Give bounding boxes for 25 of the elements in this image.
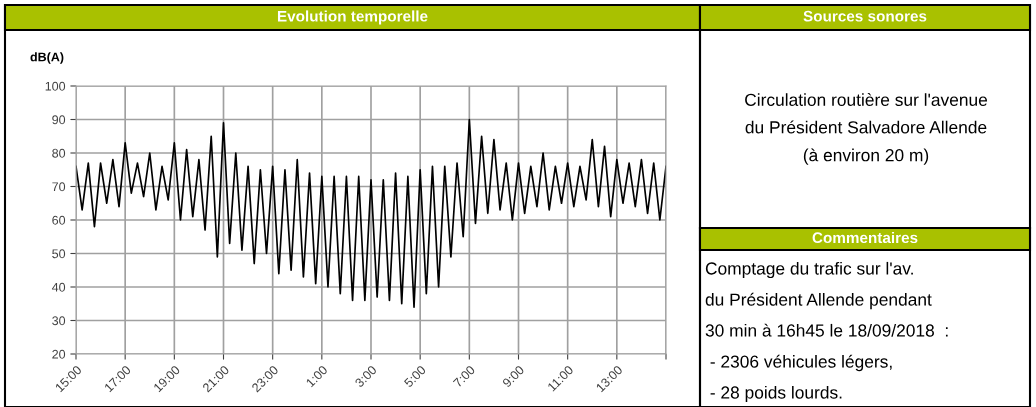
- chart-title: Evolution temporelle: [277, 10, 428, 25]
- x-tick-label: 3:00: [354, 364, 378, 388]
- x-tick-label: 9:00: [501, 364, 525, 388]
- x-tick-label: 7:00: [452, 364, 476, 388]
- text: Commentaires: [812, 231, 918, 244]
- text: du Président Allende pendant: [705, 292, 932, 310]
- text: Comptage du trafic sur l'av.: [705, 261, 913, 279]
- line-series: [76, 118, 666, 308]
- text: Circulation routière sur l'avenue du Président Salvadore Allende (à environ 20 m): [745, 93, 988, 165]
- y-tick-label: 70: [52, 182, 66, 192]
- y-tick-label: 20: [52, 349, 66, 359]
- text: Sources sonores: [803, 10, 927, 22]
- y-tick-label: 100: [45, 81, 66, 91]
- y-tick-label: 40: [51, 282, 66, 292]
- text: - 28 poids lourds.: [710, 385, 842, 403]
- text: 30 min à 16h45 le 18/09/2018 :: [705, 323, 948, 337]
- text: - 2306 véhicules légers,: [710, 354, 892, 372]
- y-axis-title: dB(A): [30, 52, 64, 64]
- y-tick-label: 50: [52, 249, 66, 259]
- y-tick-label: 80: [52, 148, 66, 158]
- x-tick-label: 5:00: [403, 364, 427, 388]
- x-tick-label: 1:00: [305, 364, 328, 388]
- y-tick-label: 60: [52, 215, 66, 225]
- y-tick-label: 90: [52, 115, 66, 125]
- y-tick-label: 30: [52, 316, 66, 326]
